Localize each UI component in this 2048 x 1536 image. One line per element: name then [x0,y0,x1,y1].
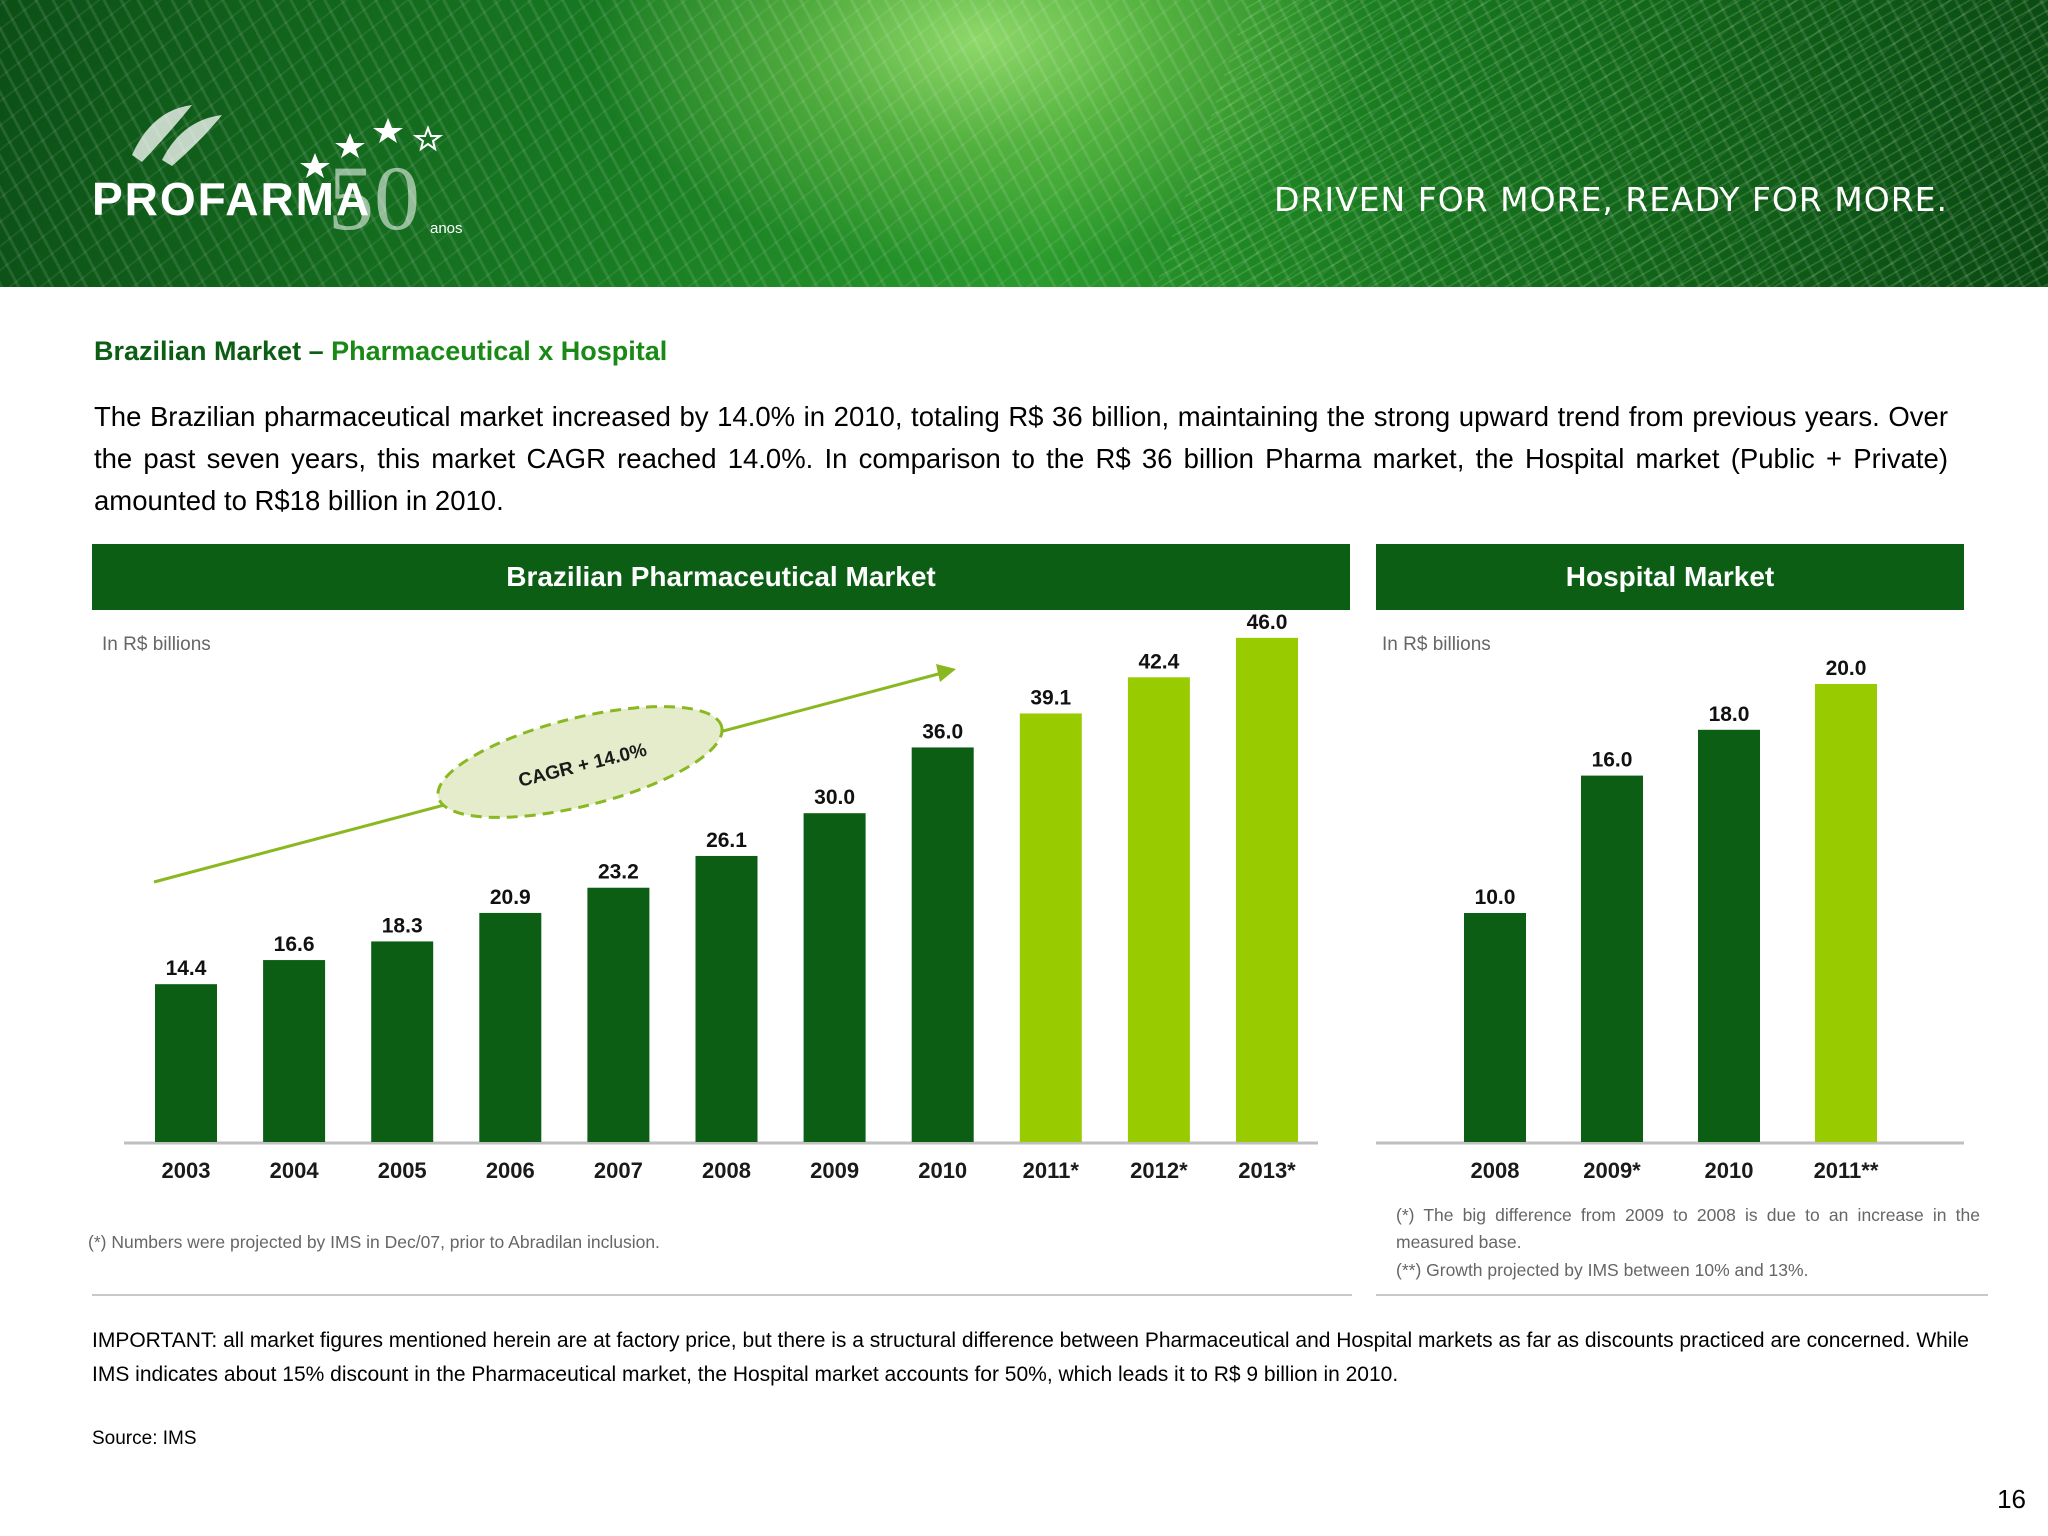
pharma-bar-2003 [155,984,217,1142]
pharma-bar-2008 [695,855,758,1142]
pharma-footnote: (*) Numbers were projected by IMS in Dec… [88,1232,660,1252]
pharma-category-label: 2009 [810,1158,859,1183]
pharma-bar-2011 [1019,713,1082,1142]
hospital-category-label: 2008 [1471,1158,1520,1183]
logo-anniversary-number: 50 [328,147,420,249]
pharma-category-label: 2005 [378,1158,427,1183]
cagr-annotation: CAGR + 14.0% [153,664,956,884]
slide-title-main: Brazilian Market [94,336,302,366]
slogan: DRIVEN FOR MORE, READY FOR MORE. [1274,180,1948,219]
pharma-value-label: 36.0 [922,720,963,743]
header-banner: PROFARMA 50 anos DRIVEN FOR MORE, READY … [0,0,2048,287]
pharma-category-label: 2004 [270,1158,320,1183]
pharma-value-label: 46.0 [1247,611,1288,634]
cagr-ellipse [436,705,724,819]
source-note: Source: IMS [92,1428,197,1449]
profarma-leaf-icon [132,105,222,166]
hospital-unit-label: In R$ billions [1382,634,1491,655]
hospital-value-label: 18.0 [1709,703,1750,726]
pharma-category-label: 2006 [486,1158,535,1183]
hospital-value-label: 10.0 [1475,886,1516,909]
cagr-arrow-head [936,664,956,682]
intro-paragraph: The Brazilian pharmaceutical market incr… [94,401,1948,516]
pharma-category-label: 2008 [702,1158,751,1183]
stars-icon [300,118,444,178]
pharma-category-label: 2012* [1130,1158,1188,1183]
logo-anniversary-label: anos [430,220,463,237]
pharma-value-label: 30.0 [814,786,855,809]
hospital-bottom-divider [1376,1294,1988,1296]
pharma-category-label: 2011* [1023,1158,1080,1183]
pharma-value-label: 26.1 [706,829,747,852]
pharma-bar-2012 [1127,677,1190,1142]
slide-title-dash: – [308,336,324,366]
pharma-bar-2009 [803,813,866,1142]
hospital-category-label: 2009* [1583,1158,1641,1183]
hospital-footnote-1: (*) The big difference from 2009 to 2008… [1396,1205,1980,1252]
slide-title: Brazilian Market – Pharmaceutical x Hosp… [94,336,667,367]
hospital-bar-2009 [1581,775,1643,1142]
pharma-category-label: 2003 [162,1158,211,1183]
hospital-bar-2008 [1464,913,1526,1142]
important-note: IMPORTANT: all market figures mentioned … [92,1329,1969,1386]
hospital-value-label: 20.0 [1826,657,1867,680]
pharma-bar-2013 [1236,637,1298,1142]
logo-text: PROFARMA [92,173,372,225]
pharma-bar-2004 [263,960,326,1142]
pharma-category-label: 2010 [918,1158,967,1183]
pharma-unit-label: In R$ billions [102,634,211,655]
pharma-value-label: 18.3 [382,914,423,937]
pharma-bottom-divider [92,1294,1352,1296]
pharma-category-label: 2013* [1238,1158,1296,1183]
hospital-value-label: 16.0 [1592,749,1633,772]
pharma-value-label: 20.9 [490,886,531,909]
pharma-panel-header: Brazilian Pharmaceutical Market [92,544,1350,610]
pharma-bar-2007 [587,887,650,1142]
pharma-bar-2006 [479,912,542,1142]
hospital-category-label: 2011** [1814,1158,1879,1183]
pharma-chart: 14.4 2003 16.6 2004 18.3 2005 20.9 2006 23.2 2007… [124,611,1318,1183]
hospital-chart: 10.0 2008 16.0 2009* 18.0 2010 20.0 2011** [1376,657,1964,1183]
pharma-value-label: 39.1 [1030,686,1071,709]
pharma-bar-2005 [371,941,434,1142]
hospital-category-label: 2010 [1705,1158,1754,1183]
hospital-footnote-2: (**) Growth projected by IMS between 10%… [1396,1260,1809,1280]
pharma-value-label: 14.4 [166,957,207,980]
pharma-value-label: 42.4 [1138,650,1179,673]
pharma-category-label: 2007 [594,1158,643,1183]
hospital-bar-2010 [1698,729,1760,1142]
pharma-value-label: 16.6 [274,933,315,956]
page-number: 16 [1997,1484,2026,1514]
pharma-bar-2010 [911,747,974,1142]
hospital-panel-header: Hospital Market [1376,544,1964,610]
slide-title-sub: Pharmaceutical x Hospital [331,336,668,366]
hospital-bar-2011 [1815,684,1877,1142]
pharma-value-label: 23.2 [598,861,639,884]
